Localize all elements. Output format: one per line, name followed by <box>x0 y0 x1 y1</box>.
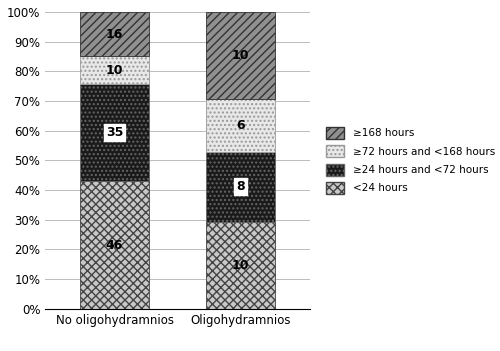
Bar <box>80 57 149 84</box>
Bar <box>80 12 149 57</box>
Text: 35: 35 <box>106 126 123 139</box>
Text: 10: 10 <box>232 49 250 62</box>
Bar <box>206 99 276 152</box>
Bar <box>206 221 276 309</box>
Text: 6: 6 <box>236 119 245 132</box>
Bar <box>80 181 149 309</box>
Text: 10: 10 <box>106 64 124 77</box>
Bar <box>80 84 149 181</box>
Legend: ≥168 hours, ≥72 hours and <168 hours, ≥24 hours and <72 hours, <24 hours: ≥168 hours, ≥72 hours and <168 hours, ≥2… <box>320 122 500 199</box>
Text: 46: 46 <box>106 239 123 252</box>
Bar <box>206 12 276 99</box>
Text: 10: 10 <box>232 259 250 272</box>
Bar <box>206 152 276 221</box>
Text: 8: 8 <box>236 180 245 193</box>
Text: 16: 16 <box>106 28 123 41</box>
